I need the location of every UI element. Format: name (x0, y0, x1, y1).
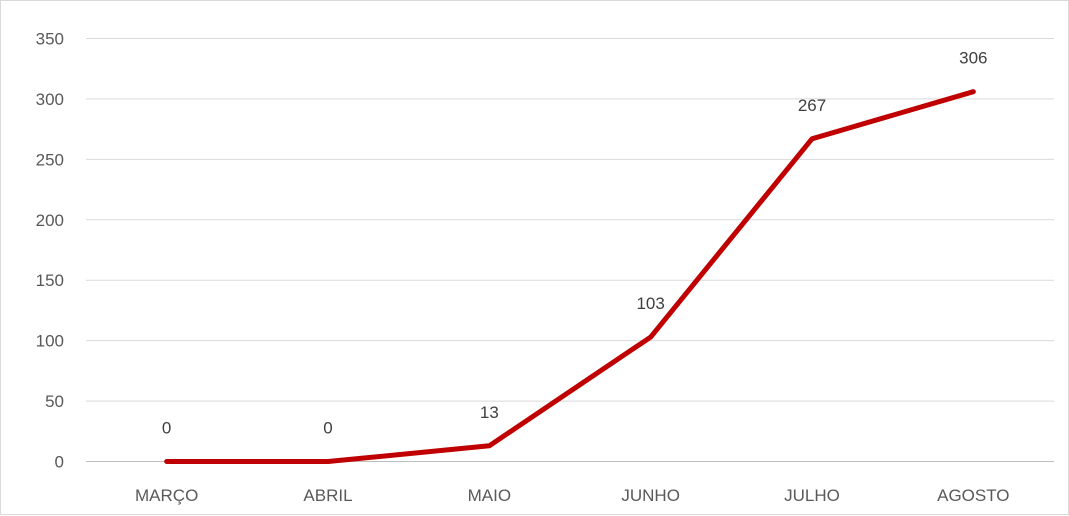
x-axis-tick-labels: MARÇO ABRIL MAIO JUNHO JULHO AGOSTO (135, 486, 1010, 505)
data-point (972, 91, 974, 93)
y-tick-label: 100 (36, 332, 64, 351)
y-tick-label: 300 (36, 90, 64, 109)
x-tick-label: JULHO (784, 486, 840, 505)
data-labels: 0 0 13 103 267 306 (162, 49, 988, 438)
data-point (811, 138, 813, 140)
x-tick-label: MARÇO (135, 486, 198, 505)
x-tick-label: AGOSTO (937, 486, 1009, 505)
y-tick-label: 50 (45, 392, 64, 411)
data-label: 0 (323, 419, 332, 438)
y-tick-label: 350 (36, 30, 64, 49)
data-label: 306 (959, 49, 987, 68)
y-tick-label: 200 (36, 211, 64, 230)
x-tick-label: JUNHO (621, 486, 680, 505)
y-tick-label: 250 (36, 150, 64, 169)
data-point (488, 445, 490, 447)
series-line (164, 89, 976, 464)
data-label: 103 (636, 294, 664, 313)
x-tick-label: ABRIL (303, 486, 352, 505)
data-point (166, 461, 168, 462)
x-tick-label: MAIO (468, 486, 511, 505)
gridlines (86, 38, 1054, 462)
data-point (650, 336, 652, 338)
data-label: 267 (798, 96, 826, 115)
data-label: 0 (162, 419, 171, 438)
data-series (164, 89, 976, 464)
y-tick-label: 150 (36, 271, 64, 290)
y-tick-label: 0 (55, 453, 64, 472)
data-point (327, 461, 329, 462)
y-axis-tick-labels: 0 50 100 150 200 250 300 350 (36, 30, 64, 472)
data-label: 13 (480, 403, 499, 422)
